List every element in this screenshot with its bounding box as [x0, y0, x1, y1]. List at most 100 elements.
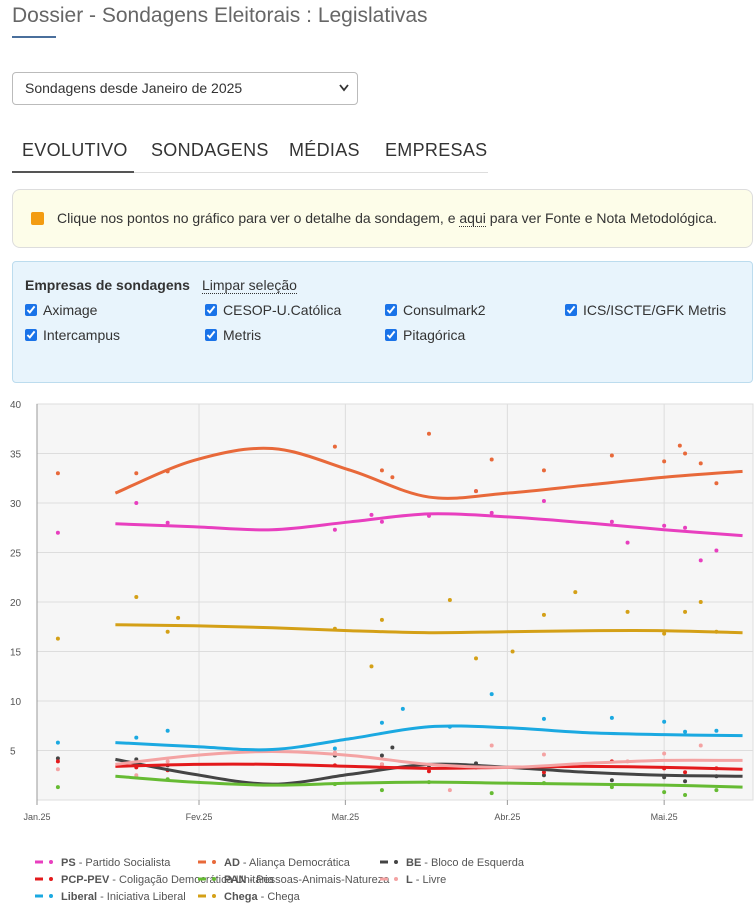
y-tick-label: 10 [10, 697, 22, 708]
poll-point [332, 527, 337, 532]
legend-item[interactable]: PCP-PEV - Coligação Democrática Unitária [35, 874, 275, 886]
legend-dot [49, 877, 53, 881]
company-checkbox[interactable]: ICS/ISCTE/GFK Metris [565, 302, 726, 318]
poll-point [662, 523, 667, 528]
poll-point [165, 520, 170, 525]
legend-description: - Partido Socialista [79, 857, 172, 869]
y-tick-label: 25 [10, 549, 22, 560]
checkbox[interactable] [565, 304, 577, 316]
x-tick-label: Fev.25 [186, 812, 213, 822]
tab[interactable]: EVOLUTIVO [22, 140, 128, 160]
poll-point [55, 636, 60, 641]
info-text: para ver Fonte e Nota Metodológica. [489, 210, 717, 226]
legend-dot [212, 894, 216, 898]
y-tick-label: 15 [10, 648, 22, 659]
poll-point [541, 612, 546, 617]
poll-point [176, 615, 181, 620]
info-box: Clique nos pontos no gráfico para ver o … [12, 189, 753, 248]
page-title: Dossier - Sondagens Eleitorais : Legisla… [12, 4, 428, 27]
company-checkbox[interactable]: Pitagórica [385, 327, 465, 343]
company-checkbox[interactable]: Consulmark2 [385, 302, 485, 318]
tab[interactable]: EMPRESAS [385, 140, 488, 160]
select-value: Sondagens desde Janeiro de 2025 [25, 80, 243, 96]
poll-point [55, 767, 60, 772]
legend-label: Chega - Chega [224, 891, 301, 903]
legend-item[interactable]: PAN - Pessoas-Animais-Natureza [198, 874, 390, 886]
company-name: Pitagórica [403, 327, 466, 343]
trend-line [114, 446, 743, 500]
poll-point [714, 788, 719, 793]
tab-divider [12, 172, 488, 173]
checkbox[interactable] [385, 329, 397, 341]
poll-point [332, 746, 337, 751]
clear-link[interactable]: Limpar seleção [202, 277, 297, 294]
legend-description: - Chega [261, 891, 301, 903]
legend-name: Liberal [61, 891, 97, 903]
tab[interactable]: SONDAGENS [151, 140, 269, 160]
tab[interactable]: MÉDIAS [289, 140, 360, 160]
poll-point [662, 631, 667, 636]
legend-item[interactable]: BE - Bloco de Esquerda [380, 857, 525, 869]
poll-point [400, 706, 405, 711]
checkbox[interactable] [25, 304, 37, 316]
legend-description: - Livre [416, 874, 447, 886]
legend-item[interactable]: Chega - Chega [198, 891, 301, 903]
poll-point [625, 609, 630, 614]
poll-point [369, 512, 374, 517]
poll-point [541, 770, 546, 775]
trend-line [115, 762, 743, 771]
x-tick-label: Abr.25 [494, 812, 520, 822]
poll-point [379, 753, 384, 758]
checkbox[interactable] [205, 329, 217, 341]
legend-description: - Bloco de Esquerda [424, 857, 525, 869]
poll-point [379, 617, 384, 622]
company-checkbox[interactable]: Metris [205, 327, 261, 343]
poll-point [662, 719, 667, 724]
poll-point [55, 756, 60, 761]
info-link[interactable]: aqui [459, 210, 486, 227]
title-underline [12, 36, 56, 38]
legend-dot [212, 877, 216, 881]
checkbox[interactable] [385, 304, 397, 316]
legend-item[interactable]: L- Livre [380, 874, 446, 886]
poll-point [625, 540, 630, 545]
poll-point [698, 558, 703, 563]
legend-item[interactable]: PS - Partido Socialista [35, 857, 171, 869]
legend-name: Chega [224, 891, 259, 903]
period-select[interactable]: Sondagens desde Janeiro de 2025 [12, 72, 358, 105]
poll-point [510, 649, 515, 654]
legend-label: L- Livre [406, 874, 446, 886]
company-name: Metris [223, 327, 262, 343]
poll-point [698, 461, 703, 466]
legend-label: AD - Aliança Democrática [224, 857, 351, 869]
legend-item[interactable]: AD - Aliança Democrática [198, 857, 351, 869]
company-name: ICS/ISCTE/GFK Metris [583, 302, 727, 318]
legend-dot [212, 860, 216, 864]
legend-item[interactable]: Liberal - Iniciativa Liberal [35, 891, 186, 903]
checkbox[interactable] [25, 329, 37, 341]
poll-point [489, 510, 494, 515]
poll-point [683, 729, 688, 734]
poll-point [379, 762, 384, 767]
company-checkbox[interactable]: CESOP-U.Católica [205, 302, 341, 318]
poll-point [55, 740, 60, 745]
checkbox[interactable] [205, 304, 217, 316]
legend-label: BE - Bloco de Esquerda [406, 857, 525, 869]
poll-point [390, 475, 395, 480]
poll-point [609, 453, 614, 458]
filter-label: Empresas de sondagens [25, 277, 190, 293]
poll-point [541, 468, 546, 473]
legend-label: PS - Partido Socialista [61, 857, 171, 869]
poll-point [683, 609, 688, 614]
legend-description: - Iniciativa Liberal [100, 891, 186, 903]
poll-point [489, 692, 494, 697]
company-checkbox[interactable]: Aximage [25, 302, 97, 318]
company-checkbox[interactable]: Intercampus [25, 327, 120, 343]
info-icon [31, 212, 44, 225]
poll-point [134, 501, 139, 505]
legend-dot [49, 894, 53, 898]
trend-line [115, 623, 743, 635]
poll-point [714, 548, 719, 553]
poll-point [609, 778, 614, 783]
legend-label: PAN - Pessoas-Animais-Natureza [224, 874, 390, 886]
